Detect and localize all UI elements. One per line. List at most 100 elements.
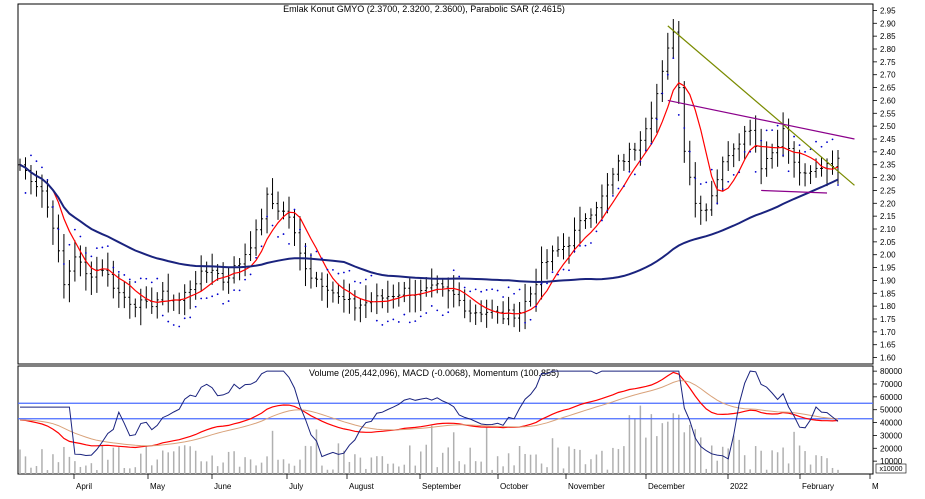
macd-signal-line [19,380,839,447]
price-y-tick-label: 2.25 [880,186,896,195]
sar-dot [84,252,87,254]
sar-dot [408,321,411,324]
sar-dot [496,289,499,292]
sar-dot [683,127,686,129]
trend-line [761,189,828,194]
sar-dot [211,295,214,298]
sar-dot [326,268,329,271]
sar-dot [167,320,170,323]
price-y-tick-label: 1.70 [880,328,896,337]
sar-dot [288,242,290,245]
sar-dot [282,233,285,235]
sar-dot [249,273,252,276]
sar-dot [321,257,323,260]
indicator-y-tick-label: 50000 [880,406,903,415]
x-tick-label: July [289,482,303,491]
price-y-tick-label: 1.75 [880,315,896,324]
price-y-tick-label: 2.75 [880,58,896,67]
sar-dot [705,181,708,184]
sar-dot [782,154,785,157]
price-bars [18,19,840,332]
sar-dot [710,168,713,171]
sar-dot [227,300,230,302]
x-tick-label: 2022 [730,482,748,491]
price-y-tick-label: 2.40 [880,148,896,157]
sar-dot [430,305,433,307]
sar-dot [145,277,148,280]
sar-dot [694,177,697,180]
sar-dot [150,281,153,284]
sar-dot [562,268,565,271]
price-panel: Emlak Konut GMYO (2.3700, 2.3200, 2.3600… [17,3,896,365]
price-y-tick-label: 2.45 [880,135,896,144]
sar-dot [666,73,669,76]
sar-dot [458,275,461,278]
indicator-y-tick-label: 20000 [880,444,903,453]
macd-line [19,371,839,449]
sar-dot [463,286,466,289]
sar-dot [375,319,378,322]
sar-dot [392,318,395,321]
sar-dot [771,129,774,132]
macd-momentum-lines [19,370,839,460]
sar-dot [474,288,477,291]
sar-dot [579,244,581,247]
sar-dot [524,321,526,324]
sar-dot [469,290,472,293]
sar-dot [557,273,559,276]
price-y-tick-label: 2.70 [880,71,896,80]
sar-dot [419,315,422,318]
sar-dot [650,142,653,145]
sar-dot [573,250,576,253]
sar-dot [255,256,257,259]
sar-dot [161,314,164,317]
price-y-tick-label: 1.65 [880,341,896,350]
price-y-axis: 1.60 1.65 1.70 1.75 1.80 1.85 1.90 1.95 2.00 2.05… [873,6,896,363]
price-y-tick-label: 2.80 [880,45,896,54]
price-y-tick-label: 1.60 [880,354,896,363]
price-y-tick-label: 2.30 [880,174,896,183]
volume-bars [19,405,839,474]
sar-dot [491,288,494,291]
price-y-tick-label: 2.65 [880,84,896,93]
sar-dot [568,269,570,272]
sar-dot [677,114,680,116]
sar-dot [787,170,790,173]
price-y-tick-label: 2.60 [880,96,896,105]
sar-dot [106,245,109,247]
x-tick-label: September [422,482,461,491]
sar-dot [79,235,82,238]
sar-dot [447,311,450,314]
indicator-y-tick-label: 10000 [880,457,903,466]
price-y-tick-label: 2.20 [880,199,896,208]
sar-dot [502,296,505,298]
sar-dot [216,293,219,296]
sar-dot [397,321,400,323]
sar-dot [386,320,389,323]
indicator-y-tick-label: 40000 [880,419,903,428]
sar-dot [425,312,428,314]
sar-dot [793,135,795,138]
sar-dot [172,324,175,326]
sma-long-line [19,163,839,284]
sar-dot [765,129,768,132]
x-tick-label: November [568,482,605,491]
sar-dot [403,313,406,316]
sar-dot [266,215,268,218]
x-tick-label: April [76,482,92,491]
price-y-tick-label: 2.15 [880,212,896,221]
sar-dot [716,202,719,205]
sar-dot [826,141,828,143]
sar-dot [551,271,554,274]
sar-dot [222,302,225,305]
sar-dot [837,184,839,186]
sar-dot [754,171,757,173]
sar-dot [30,154,32,157]
price-panel-frame [17,3,874,365]
x-tick-label: August [349,482,375,491]
price-y-tick-label: 2.55 [880,109,896,118]
sar-dot [749,150,752,153]
x-tick-label: May [150,482,165,491]
sar-dot [112,266,115,269]
sar-dot [606,209,609,212]
